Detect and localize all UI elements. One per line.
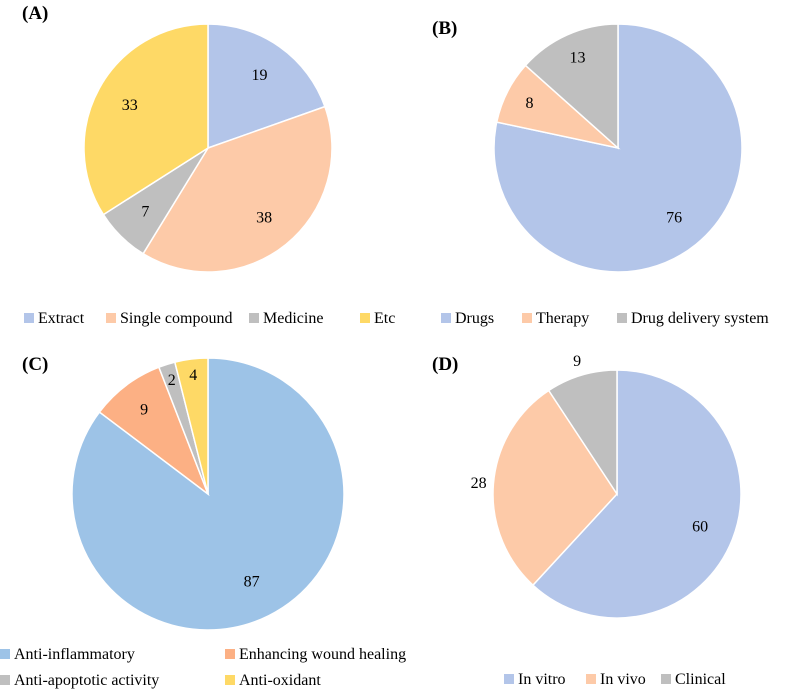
panel-label: (A) <box>22 3 48 24</box>
legend-item: In vitro <box>504 671 566 688</box>
legend-item: Enhancing wound healing <box>225 646 406 663</box>
pie-slice-anti-oxidant <box>173 357 209 495</box>
slice-value-label: 87 <box>244 574 260 591</box>
legend-item: Clinical <box>661 671 726 688</box>
legend-item: Medicine <box>249 310 323 327</box>
legend-swatch <box>504 674 514 684</box>
legend-swatch <box>586 674 596 684</box>
panel-label: (C) <box>22 354 48 375</box>
legend-swatch <box>360 313 370 323</box>
panel-label: (B) <box>432 18 457 39</box>
legend-label: In vitro <box>518 671 566 688</box>
legend-swatch <box>0 675 10 685</box>
legend-swatch <box>225 649 235 659</box>
pie-slice-in-vivo <box>492 389 618 587</box>
legend-item: Drug delivery system <box>617 310 769 327</box>
slice-value-label: 28 <box>471 475 487 492</box>
legend-item: Therapy <box>522 310 589 327</box>
legend-swatch <box>441 313 451 323</box>
legend-label: Therapy <box>536 310 589 327</box>
pie-chart-3: (C) 87 9 2 4 Anti-inflammatory Enhancing wound… <box>0 354 406 689</box>
pie-slice-in-vitro <box>531 369 742 619</box>
legend-swatch <box>225 675 235 685</box>
legend-label: Etc <box>374 310 395 327</box>
legend-label: Anti-oxidant <box>239 672 321 689</box>
slice-value-label: 13 <box>569 49 585 66</box>
slice-value-label: 60 <box>692 518 708 535</box>
pie-slice-extract <box>207 23 326 150</box>
slice-value-label: 33 <box>122 97 138 114</box>
pie-slice-single-compound <box>142 105 333 273</box>
legend-item: Extract <box>24 310 85 327</box>
legend-label: Medicine <box>263 310 323 327</box>
legend-item: Drugs <box>441 310 494 327</box>
legend-item: Single compound <box>106 310 232 327</box>
slice-value-label: 19 <box>252 67 268 84</box>
legend-label: Drug delivery system <box>631 310 769 327</box>
legend-label: Anti-apoptotic activity <box>14 672 159 689</box>
pie-slice-clinical <box>547 369 618 497</box>
legend-label: Drugs <box>455 310 494 327</box>
slice-value-label: 38 <box>256 209 272 226</box>
panel-label: (D) <box>432 354 458 375</box>
legend-label: Extract <box>38 310 85 327</box>
legend-swatch <box>617 313 627 323</box>
legend-swatch <box>0 649 10 659</box>
legend-label: Enhancing wound healing <box>239 646 406 663</box>
legend-item: Anti-apoptotic activity <box>0 672 159 689</box>
legend-item: Anti-inflammatory <box>0 646 135 663</box>
pie-chart-1: (A) 19 38 7 33 Extract Single compound Medicine… <box>22 3 395 327</box>
legend-label: In vivo <box>600 671 646 688</box>
slice-value-label: 7 <box>141 204 149 221</box>
legend-swatch <box>522 313 532 323</box>
legend-swatch <box>24 313 34 323</box>
slice-value-label: 4 <box>189 367 197 384</box>
legend-swatch <box>249 313 259 323</box>
pie-chart-2: (B) 76 8 13 Drugs Therapy Drug delivery system <box>432 18 769 327</box>
legend-item: Etc <box>360 310 395 327</box>
slice-value-label: 9 <box>140 401 148 418</box>
legend-item: Anti-oxidant <box>225 672 321 689</box>
slice-value-label: 8 <box>526 95 534 112</box>
legend-label: Anti-inflammatory <box>14 646 135 663</box>
legend-item: In vivo <box>586 671 646 688</box>
legend-label: Single compound <box>120 310 232 327</box>
legend-swatch <box>106 313 116 323</box>
slice-value-label: 76 <box>666 209 682 226</box>
pie-slice-etc <box>83 23 209 216</box>
legend-swatch <box>661 674 671 684</box>
pie-slice-drug-delivery-system <box>524 23 619 150</box>
legend-label: Clinical <box>675 671 726 688</box>
slice-value-label: 9 <box>573 353 581 370</box>
pie-chart-4: (D) 60 28 9 In vitro In vivo Clinical <box>432 353 742 688</box>
slice-value-label: 2 <box>168 372 176 389</box>
